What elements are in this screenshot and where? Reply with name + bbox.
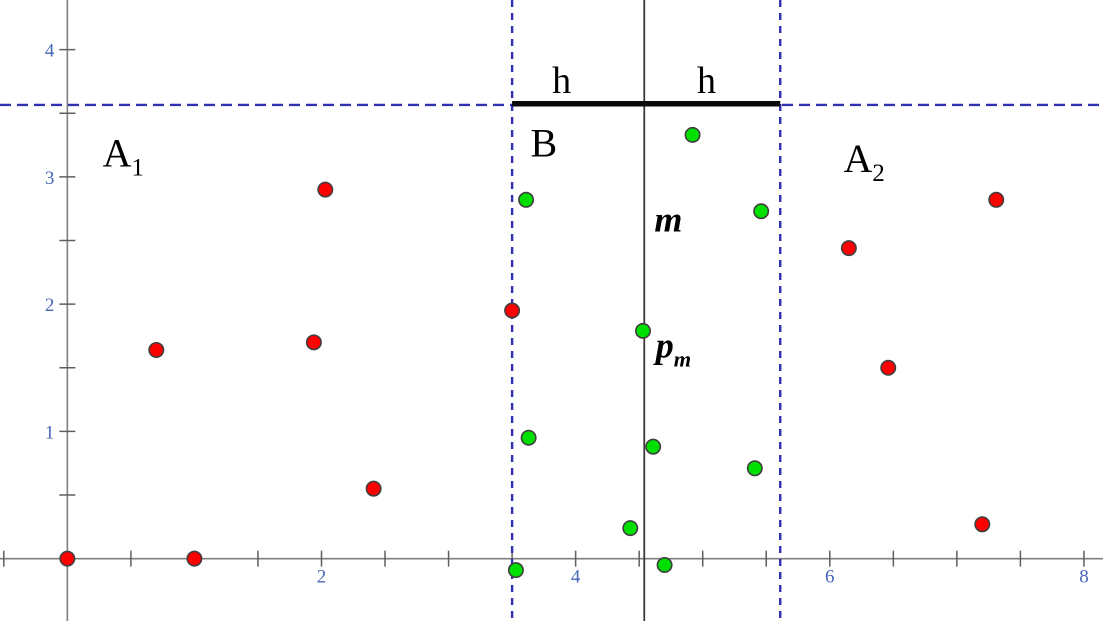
- y-tick-label: 1: [45, 422, 55, 443]
- label-h-left: h: [552, 60, 571, 102]
- green-point: [622, 520, 639, 537]
- label-m: m: [654, 200, 682, 240]
- label-h-right: h: [697, 60, 716, 102]
- red-point: [59, 550, 76, 567]
- red-point: [880, 359, 897, 376]
- red-point: [504, 302, 521, 319]
- label-a2: A2: [843, 136, 884, 187]
- label-pm: pm: [653, 326, 691, 372]
- green-point: [645, 438, 662, 455]
- x-tick-label: 2: [317, 567, 327, 588]
- green-point: [684, 126, 701, 143]
- red-point: [305, 334, 322, 351]
- red-point: [186, 550, 203, 567]
- red-point: [365, 480, 382, 497]
- green-point: [518, 191, 535, 208]
- label-a1: A1: [103, 131, 144, 182]
- red-point: [317, 181, 334, 198]
- x-tick-label: 6: [825, 567, 835, 588]
- y-tick-label: 3: [45, 168, 55, 189]
- green-point: [746, 460, 763, 477]
- red-point: [974, 516, 991, 533]
- red-point: [988, 191, 1005, 208]
- label-b: B: [531, 121, 558, 166]
- red-point: [148, 341, 165, 358]
- y-tick-label: 2: [45, 295, 55, 316]
- x-tick-label: 8: [1079, 567, 1089, 588]
- green-point: [753, 203, 770, 220]
- green-point: [656, 557, 673, 574]
- green-point: [507, 562, 524, 579]
- green-point: [634, 322, 651, 339]
- green-point: [520, 429, 537, 446]
- y-tick-label: 4: [45, 41, 55, 62]
- x-tick-label: 4: [571, 567, 581, 588]
- red-point: [840, 240, 857, 257]
